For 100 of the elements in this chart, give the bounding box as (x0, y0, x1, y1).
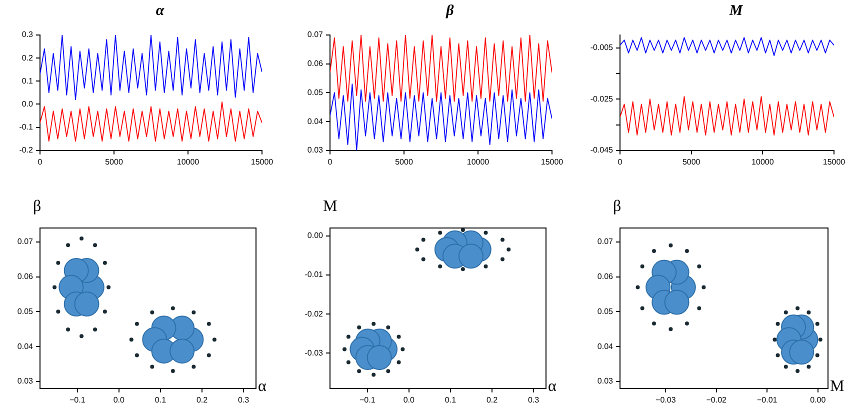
x-axis-title: α (548, 378, 556, 396)
point (668, 243, 673, 248)
point (796, 368, 800, 373)
point (80, 236, 84, 240)
y-tick-label: 0.05 (307, 88, 324, 97)
point (192, 364, 196, 369)
x-tick-label: 15000 (250, 157, 274, 166)
point (640, 306, 644, 310)
y-tick-label: 0.07 (597, 237, 614, 246)
point (134, 353, 139, 358)
point (129, 338, 134, 342)
point (400, 347, 405, 352)
point (170, 306, 175, 310)
x-tick-label: 0 (328, 157, 333, 166)
point (357, 369, 362, 374)
point (52, 285, 57, 290)
x-tick-label: 0.2 (486, 395, 498, 404)
point (93, 243, 98, 248)
point (372, 372, 376, 377)
y-tick-label: 0.04 (597, 342, 614, 351)
x-tick-label: 0.1 (154, 395, 167, 404)
y-tick-label: -0.03 (304, 348, 324, 358)
point (776, 322, 780, 326)
point (668, 327, 673, 332)
y-tick-label: -0.01 (304, 270, 324, 280)
point (652, 322, 656, 326)
point (80, 334, 84, 338)
point (421, 257, 426, 262)
y-axis-title: β (33, 198, 42, 216)
point (697, 264, 702, 268)
y-tick-label: 0.05 (17, 306, 34, 316)
point (386, 325, 390, 330)
point (396, 360, 401, 364)
point (346, 360, 350, 364)
point (796, 306, 800, 310)
x-tick-label: 5000 (395, 157, 414, 166)
y-axis-title: M (323, 198, 338, 216)
x-tick-label: −0.1 (69, 395, 86, 404)
point (697, 306, 702, 310)
chart-title: α (154, 3, 166, 20)
point (684, 249, 689, 254)
point (500, 257, 505, 262)
x-tick-label: 0 (38, 157, 43, 166)
point (438, 230, 442, 235)
y-tick-label: 0.04 (17, 342, 34, 351)
x-tick-label: 0.00 (810, 395, 826, 404)
point (506, 248, 511, 252)
point (460, 267, 465, 272)
y-tick-label: 0.07 (307, 30, 324, 40)
point (150, 364, 154, 369)
x-tick-label: 0.3 (528, 395, 540, 404)
x-tick-label: 0.1 (444, 395, 457, 404)
y-tick-label: -0.005 (590, 43, 614, 52)
point (56, 260, 60, 265)
point (66, 327, 70, 332)
point (415, 248, 420, 252)
point (150, 310, 154, 314)
point (170, 368, 175, 373)
point (372, 322, 376, 326)
x-tick-label: 0.2 (196, 395, 208, 404)
y-tick-label: 0.06 (307, 59, 324, 68)
point (102, 260, 107, 265)
point (93, 327, 98, 332)
x-tick-label: −0.1 (359, 395, 376, 404)
point (206, 322, 211, 326)
x-tick-label: 10000 (466, 157, 490, 166)
point (818, 338, 822, 342)
point (386, 369, 390, 374)
point (815, 322, 820, 326)
y-tick-label: 0.2 (22, 53, 34, 62)
x-tick-label: 0 (618, 157, 623, 166)
point (342, 347, 347, 352)
point (106, 285, 111, 290)
y-tick-label: 0.3 (22, 30, 34, 40)
point (640, 264, 644, 268)
point (421, 238, 426, 242)
y-tick-label: 0.05 (597, 306, 614, 316)
point (815, 353, 820, 358)
point (212, 338, 216, 342)
y-tick-label: 0.1 (22, 76, 34, 86)
point (702, 285, 706, 290)
y-tick-label: 0.04 (307, 116, 324, 126)
point (806, 364, 811, 369)
y-tick-label: -0.045 (590, 146, 614, 155)
x-tick-label: 5000 (105, 157, 124, 166)
y-tick-label: 0.0 (22, 99, 34, 108)
point (66, 243, 70, 248)
point (357, 325, 362, 330)
x-tick-label: −0.02 (706, 395, 728, 404)
y-tick-label: 0.06 (17, 272, 34, 282)
point (776, 353, 780, 358)
y-tick-label: -0.2 (19, 146, 34, 155)
point (102, 310, 107, 314)
point (684, 322, 689, 326)
y-tick-label: 0.06 (597, 272, 614, 282)
y-axis-title: β (613, 198, 622, 216)
y-tick-label: 0.03 (17, 376, 34, 386)
point (652, 249, 656, 254)
x-tick-label: 10000 (752, 157, 774, 166)
chart-title: M (728, 3, 744, 20)
